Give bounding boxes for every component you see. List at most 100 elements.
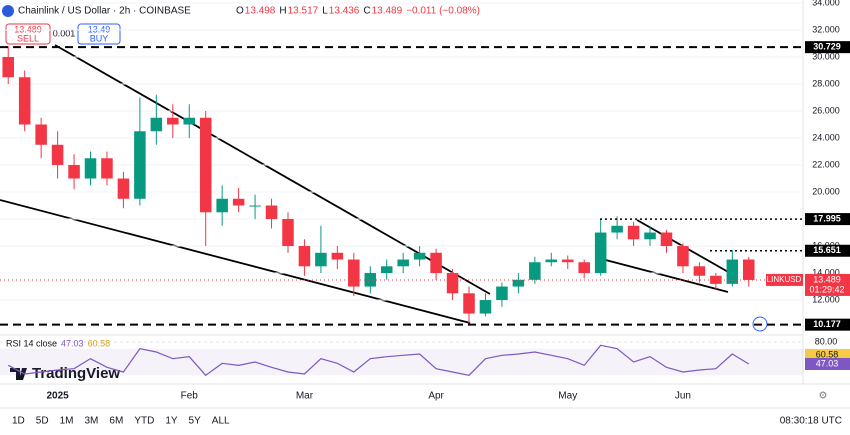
price-line-box [805,41,850,54]
y-tick-label: 34.000 [812,0,840,7]
buy-label: BUY [90,33,109,43]
range-button[interactable]: 1Y [165,416,178,427]
x-tick-label: Mar [296,391,314,402]
brand-icon [10,368,27,380]
ohlc-value: 13.489 [372,6,403,17]
trend-line [54,44,491,295]
y-tick-label: 28.000 [812,78,840,88]
rsi-value-label: 47.03 [816,358,839,368]
candle-body [315,252,327,267]
candle-body [51,144,64,166]
brand: TradingView [10,365,120,382]
candle-body [430,252,442,274]
y-tick-label: 32.000 [812,24,840,34]
x-tick-label: 2025 [46,391,69,402]
range-button[interactable]: 1M [60,416,74,427]
rsi-value-box [805,357,850,370]
ohlc-value: 13.517 [288,6,319,17]
candle-body [68,165,80,179]
candle-body [380,266,393,274]
range-button[interactable]: 5Y [189,416,202,427]
sell-button[interactable] [5,23,51,45]
range-button[interactable]: 5D [36,416,49,427]
candle-body [611,225,623,233]
candle-body [150,117,163,132]
x-tick-label: Jun [675,391,691,402]
candle-body [743,259,755,280]
candle-body [413,252,426,260]
y-tick-label: 22.000 [812,159,840,169]
ohlc-value: 13.436 [329,6,360,17]
range-button[interactable]: 6M [109,416,123,427]
range-button[interactable]: YTD [134,416,154,427]
rsi-title: RSI 14 close [6,338,57,348]
price-line-box [805,244,850,257]
candle-body [101,158,113,179]
price-line-box [805,318,850,331]
candle-body [529,262,541,280]
ohlc-label: C [363,6,370,17]
candle-body [693,266,706,276]
candle-body [348,259,360,287]
symbol-logo [2,5,14,17]
candle-body [2,56,14,78]
candle-body [446,273,459,294]
ohlc-label: L [322,6,328,17]
candle-body [183,117,196,125]
candle-body [512,279,525,287]
candle-body [677,246,689,267]
price-line-label: 15.651 [813,245,841,255]
price-line-label: 17.995 [813,213,841,223]
candle-body [134,131,146,199]
candle-body [463,293,475,314]
candle-body [545,259,558,263]
spread: 0.001 [53,28,76,38]
ohlc-label: O [236,6,244,17]
y-tick-label: 14.000 [812,267,840,277]
candle-body [35,124,47,145]
candle-body [479,300,492,314]
brand-name: TradingView [32,365,120,382]
sell-label: SELL [17,33,39,43]
candle-body [298,246,311,267]
rsi-tick-label: 80.00 [815,336,838,346]
candle-body [710,275,722,284]
trend-line [597,257,729,293]
trend-lines [0,44,731,324]
y-tick-label: 20.000 [812,186,840,196]
candle-body [364,273,377,287]
y-tick-label: 24.000 [812,132,840,142]
y-tick-label: 26.000 [812,105,840,115]
price-line-label: 10.177 [813,319,841,329]
candle-body [265,205,278,220]
buy-price: 13.49 [88,24,111,34]
range-button[interactable]: 1D [12,416,25,427]
change: −0.011 (−0.08%) [406,6,480,17]
range-button[interactable]: 3M [85,416,99,427]
rsi-band [0,348,803,376]
candle-body [331,252,344,260]
candle-body [397,259,409,267]
candle-body [117,178,130,199]
candle-body [216,198,228,213]
x-tick-label: Feb [181,391,199,402]
ohlc-label: H [279,6,286,17]
symbol-label: LINKUSD [767,275,802,284]
rsi-header-value: 47.03 [61,338,84,348]
clock: 08:30:18 UTC [780,416,842,427]
buy-button[interactable] [77,23,121,45]
trend-line [0,199,471,324]
rsi-line [7,344,750,377]
x-tick-label: Apr [428,391,444,402]
rsi-ma-box [805,348,850,361]
last-price-box [805,273,850,296]
countdown: 01:29:42 [809,284,844,294]
sell-price: 13.489 [14,24,42,34]
settings-icon[interactable]: ⚙ [819,391,828,402]
candle-body [627,225,640,240]
candle-body [232,198,245,206]
range-button[interactable]: ALL [212,416,230,427]
candle-body [282,219,294,247]
